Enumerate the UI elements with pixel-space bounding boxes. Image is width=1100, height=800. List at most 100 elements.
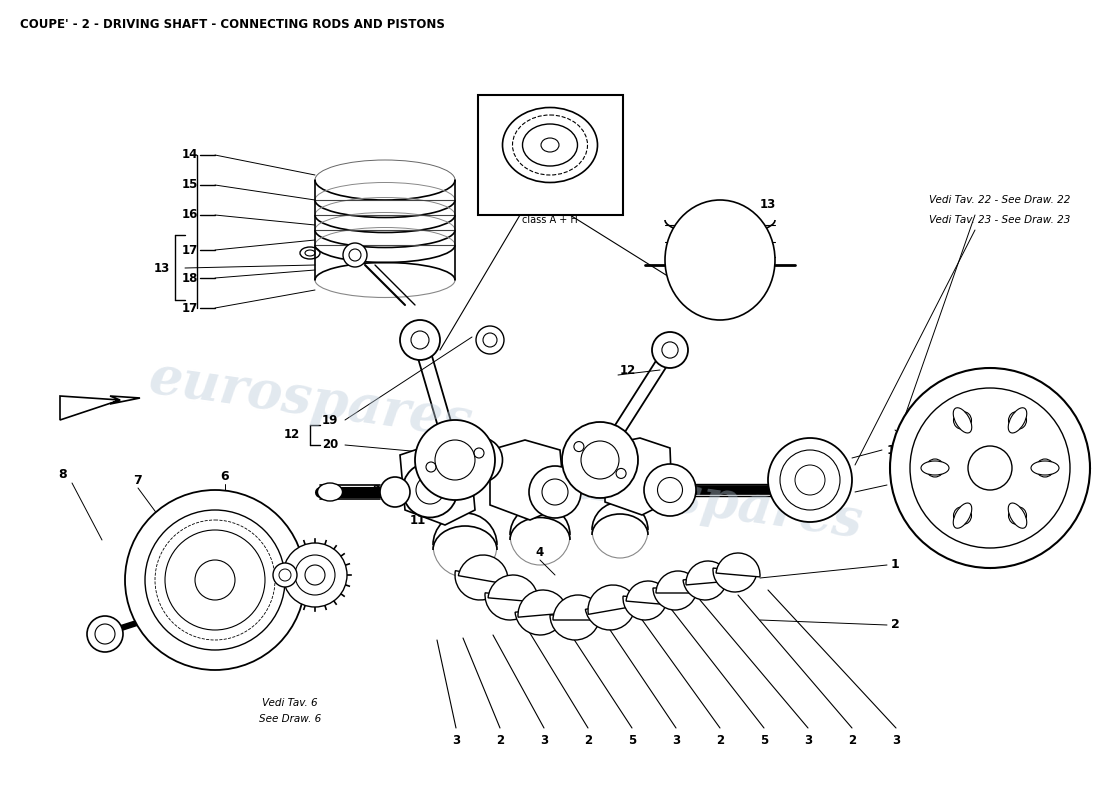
Text: 3: 3 — [804, 734, 812, 746]
Circle shape — [415, 420, 495, 500]
Circle shape — [343, 243, 367, 267]
Wedge shape — [455, 570, 505, 600]
Text: Vedi Tav. 23 - See Draw. 23: Vedi Tav. 23 - See Draw. 23 — [928, 215, 1070, 225]
Wedge shape — [550, 615, 600, 640]
Circle shape — [295, 555, 336, 595]
Text: 9: 9 — [891, 478, 900, 491]
Ellipse shape — [529, 466, 581, 518]
Text: 21: 21 — [372, 483, 388, 497]
Text: 2: 2 — [496, 734, 504, 746]
Polygon shape — [60, 396, 140, 420]
Wedge shape — [623, 596, 667, 620]
Text: 2: 2 — [716, 734, 724, 746]
Text: 2: 2 — [584, 734, 592, 746]
Ellipse shape — [318, 483, 342, 501]
Text: Vedi Tav. 6: Vedi Tav. 6 — [262, 698, 318, 708]
Circle shape — [400, 320, 440, 360]
Circle shape — [968, 446, 1012, 490]
Ellipse shape — [954, 503, 971, 528]
Ellipse shape — [1009, 503, 1026, 528]
Text: 14: 14 — [182, 149, 198, 162]
Circle shape — [145, 510, 285, 650]
Text: class A + H: class A + H — [522, 215, 578, 225]
Wedge shape — [588, 585, 638, 614]
Wedge shape — [585, 601, 635, 630]
Text: 8: 8 — [58, 469, 67, 482]
Circle shape — [476, 326, 504, 354]
Text: 5: 5 — [760, 734, 768, 746]
Text: 19: 19 — [322, 414, 338, 426]
Text: 1: 1 — [891, 558, 900, 571]
Ellipse shape — [458, 438, 503, 482]
Wedge shape — [683, 576, 727, 600]
Text: 13: 13 — [154, 262, 170, 274]
Text: 7: 7 — [133, 474, 142, 486]
Text: eurospares: eurospares — [145, 352, 475, 448]
Polygon shape — [605, 438, 672, 515]
Circle shape — [890, 368, 1090, 568]
Circle shape — [283, 543, 346, 607]
Text: 17: 17 — [182, 243, 198, 257]
Circle shape — [125, 490, 305, 670]
Ellipse shape — [921, 461, 949, 475]
Text: classe A + H: classe A + H — [519, 203, 581, 213]
Circle shape — [87, 616, 123, 652]
Text: 2: 2 — [848, 734, 856, 746]
Wedge shape — [626, 581, 670, 605]
Wedge shape — [485, 593, 535, 620]
Ellipse shape — [579, 437, 621, 479]
Polygon shape — [490, 440, 565, 520]
Wedge shape — [653, 588, 697, 610]
Text: 3: 3 — [892, 734, 900, 746]
Wedge shape — [518, 590, 568, 617]
Circle shape — [305, 565, 324, 585]
Wedge shape — [713, 568, 757, 592]
Text: 5: 5 — [628, 734, 636, 746]
Circle shape — [768, 438, 852, 522]
Circle shape — [1009, 506, 1026, 525]
Circle shape — [562, 422, 638, 498]
Text: COUPE' - 2 - DRIVING SHAFT - CONNECTING RODS AND PISTONS: COUPE' - 2 - DRIVING SHAFT - CONNECTING … — [20, 18, 444, 31]
Ellipse shape — [644, 464, 696, 516]
Text: 10: 10 — [887, 443, 904, 457]
Text: eurospares: eurospares — [535, 452, 866, 548]
Wedge shape — [515, 608, 565, 635]
Circle shape — [195, 560, 235, 600]
Ellipse shape — [1009, 408, 1026, 433]
Text: 12: 12 — [284, 429, 300, 442]
Text: 16: 16 — [182, 209, 198, 222]
Circle shape — [954, 411, 971, 430]
Ellipse shape — [403, 462, 458, 518]
Text: 3: 3 — [540, 734, 548, 746]
Text: 11: 11 — [410, 514, 426, 526]
Circle shape — [954, 506, 971, 525]
Circle shape — [1009, 411, 1026, 430]
Circle shape — [780, 450, 840, 510]
Wedge shape — [459, 555, 508, 584]
Circle shape — [273, 563, 297, 587]
Text: 12: 12 — [620, 363, 636, 377]
Ellipse shape — [379, 477, 410, 507]
Circle shape — [1036, 459, 1054, 477]
Text: 2: 2 — [891, 618, 900, 631]
Wedge shape — [686, 561, 730, 585]
Text: 20: 20 — [322, 438, 338, 451]
Text: 13: 13 — [760, 198, 777, 211]
Text: 15: 15 — [182, 178, 198, 191]
Text: 3: 3 — [672, 734, 680, 746]
Circle shape — [165, 530, 265, 630]
Text: 18: 18 — [182, 271, 198, 285]
Bar — [478, 95, 623, 215]
Text: Vedi Tav. 22 - See Draw. 22: Vedi Tav. 22 - See Draw. 22 — [928, 195, 1070, 205]
Circle shape — [795, 465, 825, 495]
Text: See Draw. 6: See Draw. 6 — [258, 714, 321, 724]
Circle shape — [926, 459, 944, 477]
Wedge shape — [488, 575, 538, 602]
Text: 6: 6 — [221, 470, 229, 482]
Wedge shape — [656, 571, 700, 593]
Ellipse shape — [954, 408, 971, 433]
Circle shape — [910, 388, 1070, 548]
Wedge shape — [553, 595, 603, 620]
Polygon shape — [400, 445, 475, 525]
Ellipse shape — [666, 200, 776, 320]
